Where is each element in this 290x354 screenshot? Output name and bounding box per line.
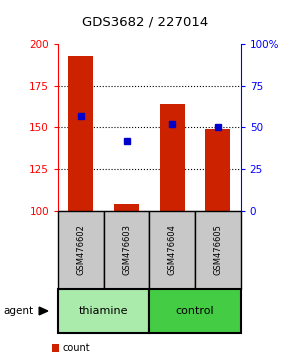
Text: control: control — [176, 306, 214, 316]
Text: count: count — [62, 343, 90, 353]
Text: thiamine: thiamine — [79, 306, 128, 316]
Text: GSM476605: GSM476605 — [213, 224, 222, 275]
Text: agent: agent — [3, 306, 33, 316]
Text: GSM476603: GSM476603 — [122, 224, 131, 275]
Bar — [160, 104, 185, 211]
Text: GDS3682 / 227014: GDS3682 / 227014 — [82, 16, 208, 29]
Text: GSM476604: GSM476604 — [168, 224, 177, 275]
Bar — [205, 129, 231, 211]
Bar — [52, 344, 59, 352]
Text: GSM476602: GSM476602 — [76, 224, 85, 275]
Bar — [114, 204, 139, 211]
Bar — [68, 56, 93, 211]
